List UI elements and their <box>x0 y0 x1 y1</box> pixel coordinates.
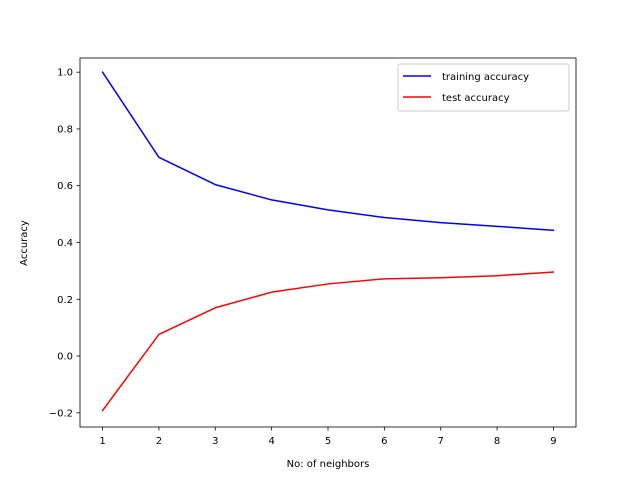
y-tick-label: 0.6 <box>57 181 73 192</box>
legend-label-2: test accuracy <box>442 93 510 104</box>
plot-area <box>101 71 555 412</box>
x-tick-label: 9 <box>550 436 556 447</box>
legend: training accuracy test accuracy <box>397 63 570 112</box>
y-tick-label: −0.2 <box>49 408 73 419</box>
series-line-2 <box>101 271 555 412</box>
x-axis-label: No: of neighbors <box>287 459 370 470</box>
x-tick-label: 5 <box>325 436 331 447</box>
x-tick-label: 2 <box>156 436 162 447</box>
y-tick-label: 0.8 <box>57 124 73 135</box>
x-tick-label: 8 <box>494 436 500 447</box>
legend-box <box>397 63 570 112</box>
y-tick-label: 0.2 <box>57 295 73 306</box>
x-tick-label: 3 <box>212 436 218 447</box>
y-tick-label: 0.4 <box>57 238 73 249</box>
y-tick-label: 1.0 <box>57 68 73 79</box>
x-tick-label: 4 <box>268 436 274 447</box>
x-tick-label: 1 <box>99 436 105 447</box>
series-line-1 <box>101 71 555 232</box>
axes: 1 2 3 4 5 6 7 8 9 −0.2 0.0 0.2 0.4 0.6 0.8 1.0 <box>49 57 577 447</box>
x-tick-label: 6 <box>381 436 387 447</box>
x-tick-label: 7 <box>438 436 444 447</box>
y-tick-label: 0.0 <box>57 352 73 363</box>
y-axis-label: Accuracy <box>19 220 30 266</box>
legend-label-1: training accuracy <box>442 72 529 83</box>
